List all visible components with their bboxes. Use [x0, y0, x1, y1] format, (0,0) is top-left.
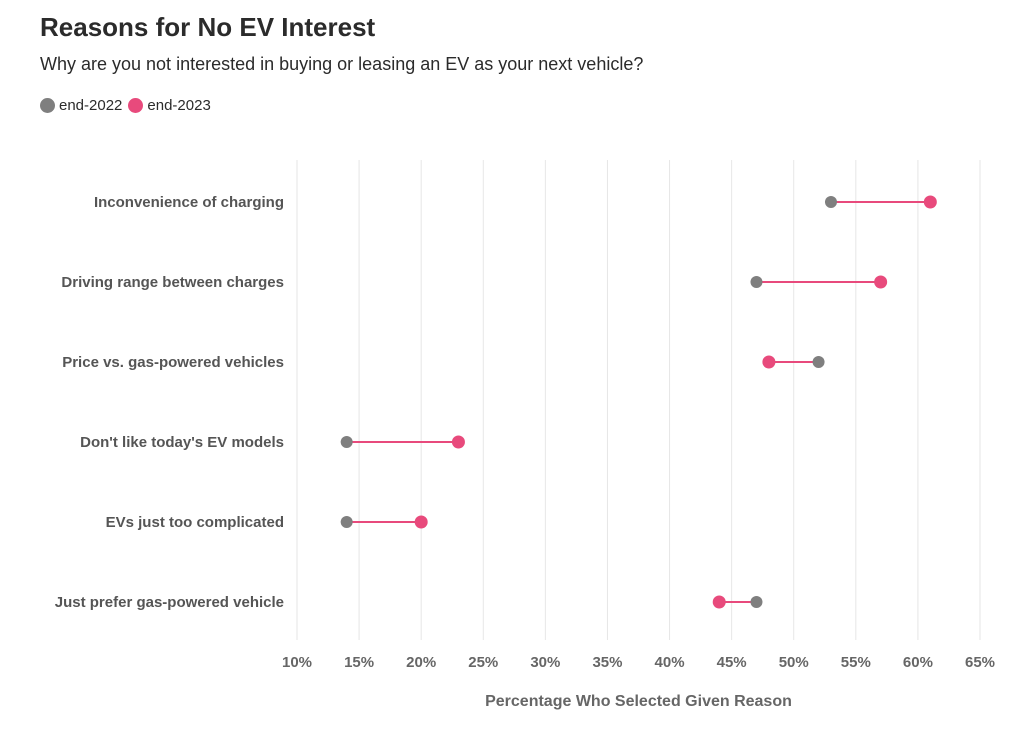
point-end-2022-just-prefer-gas-powered-vehicle — [750, 596, 763, 608]
point-end-2022-driving-range-between-charges — [750, 276, 763, 288]
x-tick-label-35: 35% — [592, 654, 622, 671]
x-tick-label-15: 15% — [344, 654, 374, 671]
x-tick-label-30: 30% — [530, 654, 560, 671]
x-tick-label-55: 55% — [841, 654, 871, 671]
legend-swatch-end-2023 — [128, 98, 144, 113]
x-axis-title: Percentage Who Selected Given Reason — [485, 693, 792, 710]
category-label-don-t-like-today-s-ev-models: Don't like today's EV models — [80, 434, 284, 451]
chart-title: Reasons for No EV Interest — [40, 12, 376, 42]
point-end-2022-price-vs-gas-powered-vehicles — [812, 356, 825, 368]
point-end-2023-just-prefer-gas-powered-vehicle — [712, 595, 726, 609]
legend: end-2022 end-2023 — [40, 97, 217, 114]
x-tick-label-25: 25% — [468, 654, 498, 671]
x-tick-label-10: 10% — [282, 654, 312, 671]
legend-item-end-2023: end-2023 — [128, 97, 211, 114]
x-tick-label-65: 65% — [965, 654, 995, 671]
legend-label-end-2023: end-2023 — [147, 97, 211, 114]
point-end-2023-don-t-like-today-s-ev-models — [451, 435, 465, 449]
point-end-2023-driving-range-between-charges — [874, 275, 888, 289]
x-tick-label-40: 40% — [655, 654, 685, 671]
x-tick-label-60: 60% — [903, 654, 933, 671]
point-end-2023-inconvenience-of-charging — [923, 195, 937, 209]
x-tick-label-50: 50% — [779, 654, 809, 671]
point-end-2023-price-vs-gas-powered-vehicles — [762, 355, 776, 369]
category-label-evs-just-too-complicated: EVs just too complicated — [106, 514, 284, 531]
category-label-price-vs-gas-powered-vehicles: Price vs. gas-powered vehicles — [62, 354, 284, 371]
legend-swatch-end-2022 — [40, 98, 55, 113]
legend-label-end-2022: end-2022 — [59, 97, 123, 114]
category-label-just-prefer-gas-powered-vehicle: Just prefer gas-powered vehicle — [55, 594, 284, 611]
point-end-2022-don-t-like-today-s-ev-models — [340, 436, 353, 448]
category-label-inconvenience-of-charging: Inconvenience of charging — [94, 194, 284, 211]
x-tick-label-45: 45% — [717, 654, 747, 671]
legend-item-end-2022: end-2022 — [40, 97, 122, 114]
point-end-2022-inconvenience-of-charging — [824, 196, 837, 208]
chart-subtitle: Why are you not interested in buying or … — [40, 54, 644, 74]
category-label-driving-range-between-charges: Driving range between charges — [61, 274, 284, 291]
x-tick-label-20: 20% — [406, 654, 436, 671]
point-end-2023-evs-just-too-complicated — [414, 515, 428, 529]
point-end-2022-evs-just-too-complicated — [340, 516, 353, 528]
